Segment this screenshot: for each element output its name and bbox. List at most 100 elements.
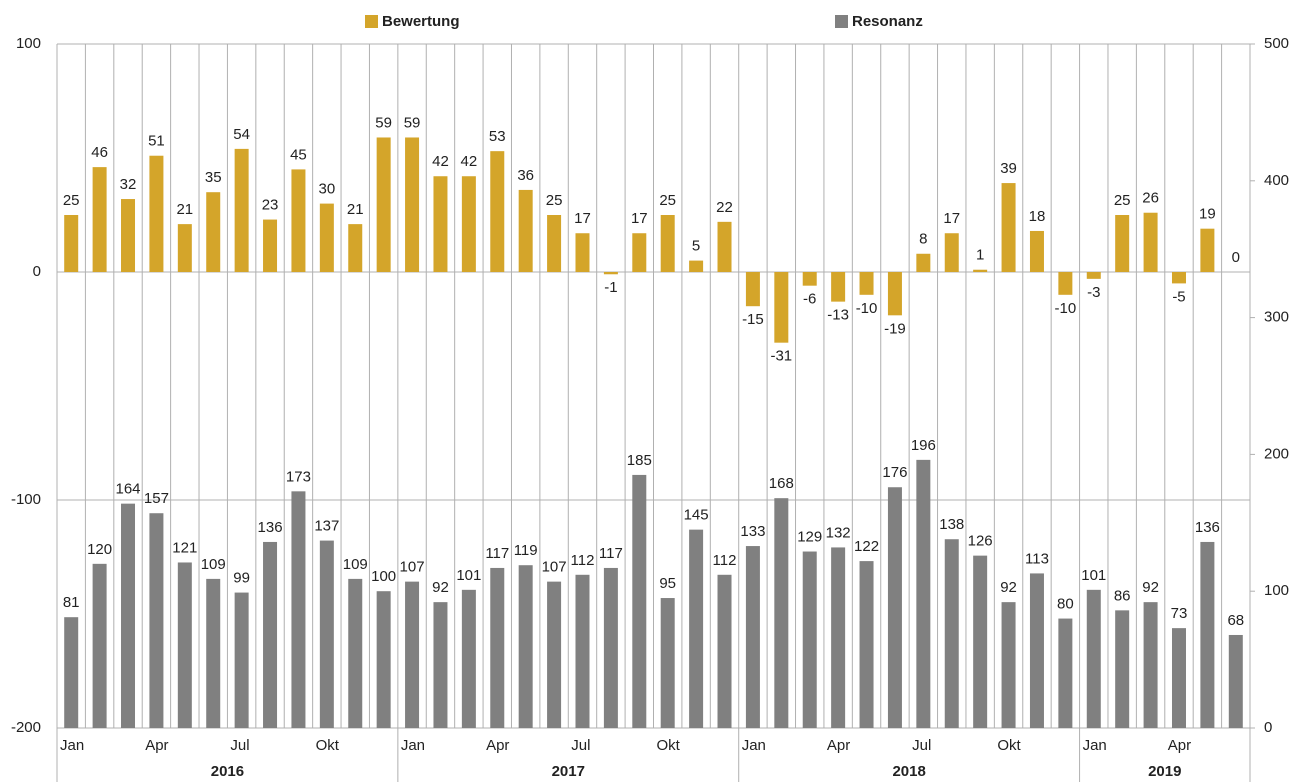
bar <box>859 561 874 728</box>
data-label: -10 <box>856 300 878 317</box>
y2-tick-label: 0 <box>1264 719 1272 736</box>
bar <box>263 541 278 728</box>
data-label: 109 <box>343 556 368 573</box>
bar <box>1086 589 1101 728</box>
data-label: 18 <box>1029 208 1046 225</box>
bar <box>1171 628 1186 728</box>
data-label: 100 <box>371 568 396 585</box>
data-label: 32 <box>120 176 137 193</box>
data-label: 21 <box>347 201 364 218</box>
bar <box>575 574 590 728</box>
data-label: 25 <box>1114 192 1131 209</box>
bar <box>319 540 334 728</box>
data-label: -19 <box>884 320 906 337</box>
bar <box>745 546 760 728</box>
bar <box>1228 634 1243 728</box>
bar <box>376 137 391 272</box>
bar <box>547 215 562 272</box>
data-label: 92 <box>1000 579 1017 596</box>
bar <box>1001 183 1016 272</box>
data-label: 17 <box>574 210 591 227</box>
data-label: 8 <box>919 231 927 248</box>
bar <box>660 215 675 272</box>
data-label: 126 <box>968 533 993 550</box>
bar <box>490 567 505 728</box>
data-label: 101 <box>1081 567 1106 584</box>
x-tick-label: Okt <box>316 737 340 754</box>
bar <box>433 176 448 272</box>
data-label: 81 <box>63 594 80 611</box>
y2-tick-label: 100 <box>1264 582 1289 599</box>
y-tick-label: -200 <box>11 719 41 736</box>
bar <box>348 224 363 272</box>
data-label: 107 <box>400 559 425 576</box>
legend-swatch <box>365 15 378 28</box>
data-label: 35 <box>205 169 222 186</box>
bar <box>263 219 278 272</box>
data-label: 129 <box>797 528 822 545</box>
bar <box>973 269 988 272</box>
bar <box>1001 602 1016 728</box>
bar <box>916 253 931 272</box>
bar <box>433 602 448 728</box>
data-label: 22 <box>716 199 733 216</box>
data-label: 113 <box>1025 550 1049 567</box>
data-label: -1 <box>604 279 617 296</box>
data-label: 185 <box>627 452 652 469</box>
y-tick-label: 0 <box>33 263 41 280</box>
data-label: -5 <box>1172 288 1185 305</box>
data-label: 164 <box>115 481 140 498</box>
bar <box>717 574 732 728</box>
bar <box>234 148 249 272</box>
y2-tick-label: 400 <box>1264 172 1289 189</box>
bar <box>916 459 931 728</box>
data-label: 19 <box>1199 206 1216 223</box>
data-label: 17 <box>943 210 960 227</box>
data-label: -15 <box>742 311 764 328</box>
bar <box>461 589 476 728</box>
bar <box>405 581 420 728</box>
data-label: 196 <box>911 437 936 454</box>
x-tick-label: Apr <box>145 737 168 754</box>
data-label: 39 <box>1000 160 1017 177</box>
bar <box>1115 215 1130 272</box>
data-label: 138 <box>939 516 964 533</box>
data-label: 36 <box>517 167 534 184</box>
data-label: 119 <box>514 542 538 559</box>
bar <box>603 272 618 275</box>
legend-label: Bewertung <box>382 13 460 30</box>
x-tick-label: Jan <box>742 737 766 754</box>
data-label: 176 <box>882 464 907 481</box>
data-label: -10 <box>1055 300 1077 317</box>
bar <box>121 199 136 272</box>
data-label: 92 <box>1142 579 1159 596</box>
bar <box>575 233 590 272</box>
bar <box>121 503 136 728</box>
data-label: 0 <box>1232 249 1240 266</box>
data-label: 145 <box>684 507 709 524</box>
bar <box>291 169 306 272</box>
data-label: 95 <box>659 575 676 592</box>
data-label: 112 <box>713 552 737 569</box>
bar <box>1058 272 1073 295</box>
bar <box>944 233 959 272</box>
x-tick-label: Jul <box>912 737 931 754</box>
data-label: 25 <box>546 192 563 209</box>
data-label: 25 <box>659 192 676 209</box>
bar <box>64 617 79 728</box>
data-label: 117 <box>485 545 509 562</box>
bar <box>206 192 221 272</box>
bar <box>859 272 874 295</box>
data-label: 73 <box>1171 605 1188 622</box>
x-tick-label: Apr <box>1168 737 1191 754</box>
data-label: 92 <box>432 579 449 596</box>
bar <box>1171 272 1186 284</box>
x-tick-label: Jan <box>60 737 84 754</box>
data-label: 1 <box>976 247 984 264</box>
data-label: 21 <box>176 201 193 218</box>
data-label: -3 <box>1087 284 1100 301</box>
bar <box>802 551 817 728</box>
y2-tick-label: 300 <box>1264 309 1289 326</box>
bar <box>92 563 107 728</box>
